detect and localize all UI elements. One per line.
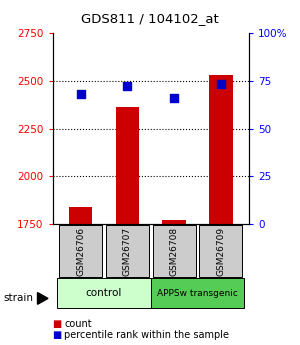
Point bbox=[172, 95, 176, 101]
Text: control: control bbox=[86, 288, 122, 298]
Text: ■: ■ bbox=[52, 330, 62, 339]
Bar bbox=[162, 220, 186, 224]
Text: APPSw transgenic: APPSw transgenic bbox=[157, 289, 238, 298]
Point bbox=[78, 91, 83, 97]
FancyBboxPatch shape bbox=[59, 225, 102, 277]
FancyBboxPatch shape bbox=[57, 278, 151, 308]
Polygon shape bbox=[38, 293, 48, 304]
Text: percentile rank within the sample: percentile rank within the sample bbox=[64, 330, 230, 339]
Bar bbox=[69, 207, 92, 224]
FancyBboxPatch shape bbox=[151, 278, 244, 308]
Text: ■: ■ bbox=[52, 319, 62, 328]
Text: GSM26706: GSM26706 bbox=[76, 226, 85, 276]
Text: strain: strain bbox=[3, 294, 33, 303]
FancyBboxPatch shape bbox=[200, 225, 242, 277]
Text: GSM26709: GSM26709 bbox=[216, 226, 225, 276]
FancyBboxPatch shape bbox=[106, 225, 149, 277]
Text: GDS811 / 104102_at: GDS811 / 104102_at bbox=[81, 12, 219, 25]
Text: GSM26708: GSM26708 bbox=[169, 226, 178, 276]
Point bbox=[218, 82, 223, 87]
FancyBboxPatch shape bbox=[153, 225, 196, 277]
Text: count: count bbox=[64, 319, 92, 328]
Bar bbox=[209, 75, 232, 224]
Bar bbox=[116, 107, 139, 224]
Point bbox=[125, 83, 130, 89]
Text: GSM26707: GSM26707 bbox=[123, 226, 132, 276]
